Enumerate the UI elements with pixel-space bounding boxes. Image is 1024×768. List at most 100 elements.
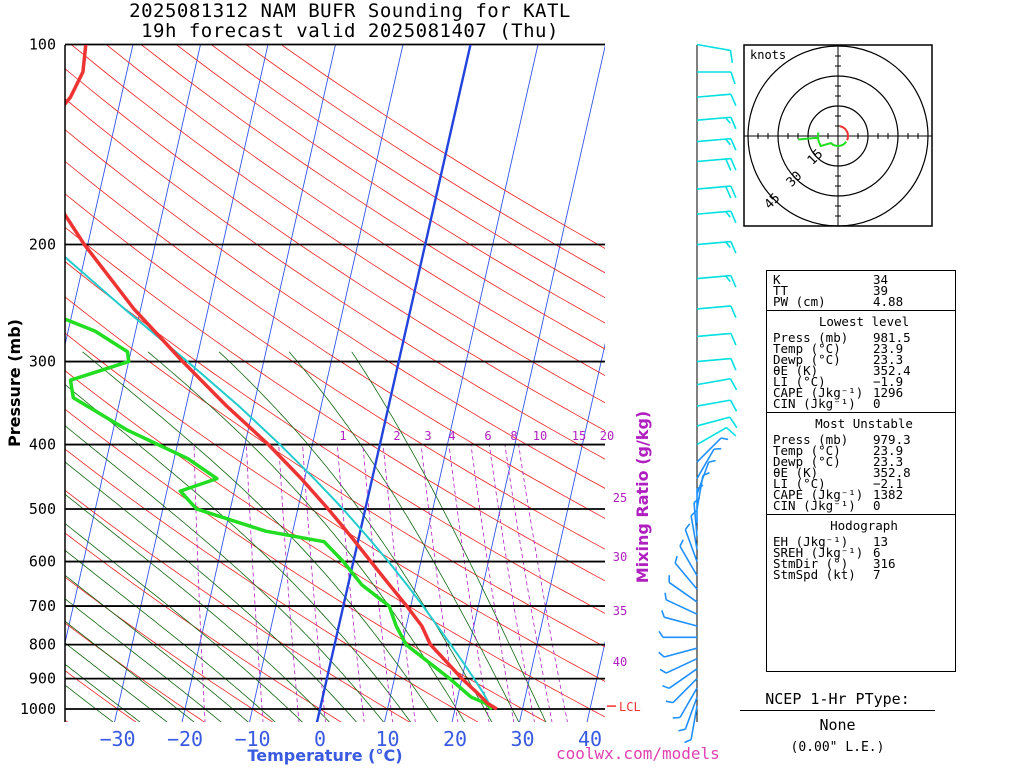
wind-barb xyxy=(696,43,734,64)
temperature-tick-label: 0 xyxy=(314,727,326,751)
barb-staff xyxy=(672,678,698,704)
stat-row: Dewp (°C) 23.3 xyxy=(773,353,955,366)
hodograph-stats-section: Hodograph EH (Jkg⁻¹) 13 SREH (Jkg⁻¹) 6 Stm… xyxy=(767,514,955,583)
dry-adiabat xyxy=(65,448,479,722)
barb-staff xyxy=(665,599,698,615)
barb-staff xyxy=(696,305,731,310)
barb-feather xyxy=(659,668,667,674)
moist-adiabat xyxy=(65,642,168,722)
mixing-ratio-line xyxy=(246,444,264,722)
barb-feather xyxy=(730,138,737,151)
barb-staff xyxy=(696,210,731,215)
stat-row: StmSpd (kt) 7 xyxy=(773,567,955,582)
stat-value: −1.9 xyxy=(873,374,904,389)
barb-staff xyxy=(679,687,698,718)
wind-barb xyxy=(696,357,737,371)
barb-staff xyxy=(690,705,698,740)
stat-value: 13 xyxy=(873,534,889,549)
dry-adiabat xyxy=(71,45,605,404)
wind-barb xyxy=(661,610,698,627)
barb-staff xyxy=(696,416,731,427)
moist-adiabat xyxy=(65,522,303,722)
lowest-level-section: Lowest level Press (mb) 981.5 Temp (°C) 23… xyxy=(767,310,955,412)
barb-staff xyxy=(696,185,731,190)
barb-feather xyxy=(730,358,737,371)
dry-adiabat xyxy=(65,332,605,682)
most-unstable-section: Most Unstable Press (mb) 979.3 Temp (°C) 2… xyxy=(767,412,955,514)
barb-staff xyxy=(693,502,698,537)
stat-row: PW (cm) 4.88 xyxy=(773,294,955,309)
mixing-ratio-tick: 1 xyxy=(339,429,346,443)
barb-staff xyxy=(663,647,698,658)
stat-row: CIN (Jkg⁻¹) 0 xyxy=(773,499,955,512)
dry-adiabat xyxy=(65,129,605,489)
dry-adiabat xyxy=(141,45,605,350)
stat-key: LI (°C) xyxy=(773,374,826,389)
barb-feather xyxy=(730,116,737,130)
barb-staff xyxy=(679,545,698,577)
wind-barb xyxy=(662,668,698,690)
isotherm xyxy=(384,45,539,722)
stat-key: CAPE (Jkg⁻¹) xyxy=(773,487,864,502)
isotherm xyxy=(0,30,1,723)
isotherm xyxy=(586,640,605,722)
dry-adiabat xyxy=(65,622,205,722)
mixing-ratio-tick: 35 xyxy=(613,604,627,618)
zero-isotherm-line xyxy=(315,45,472,722)
temperature-tick-label: −30 xyxy=(99,727,135,751)
wind-barb xyxy=(696,305,737,318)
zero-isotherm xyxy=(315,45,472,722)
moist-adiabat xyxy=(147,351,466,722)
mixing-ratio-tick: 30 xyxy=(613,550,627,564)
pressure-tick-label: 1000 xyxy=(20,700,56,718)
barb-feather xyxy=(730,185,737,198)
wind-barb xyxy=(658,647,698,658)
barb-staff xyxy=(696,137,731,143)
parcel-trace xyxy=(65,255,498,710)
stat-row: SREH (Jkg⁻¹) 6 xyxy=(773,546,955,559)
dry-adiabat xyxy=(65,670,137,722)
isotherm xyxy=(249,45,404,722)
dry-adiabat xyxy=(176,45,605,324)
barb-staff xyxy=(696,377,731,386)
barb-feather xyxy=(658,651,665,658)
stat-key: PW (cm) xyxy=(773,294,826,309)
wind-barb xyxy=(696,93,737,107)
stat-row: LI (°C) −1.9 xyxy=(773,374,955,389)
barb-feather xyxy=(725,241,731,249)
wind-barb xyxy=(696,377,738,391)
isotherm xyxy=(451,45,605,722)
wind-barb xyxy=(696,447,722,479)
mixing-ratio-tick: 4 xyxy=(448,429,455,443)
hodograph-trace-upper xyxy=(798,132,847,148)
barb-feather xyxy=(720,437,729,441)
mixing-ratio-line xyxy=(193,444,206,722)
wind-barb xyxy=(696,116,737,130)
wind-barb xyxy=(684,523,698,562)
mixing-ratio-line xyxy=(488,444,535,722)
barb-staff xyxy=(696,437,722,463)
barb-feather xyxy=(664,592,667,600)
stat-row: CAPE (Jkg⁻¹) 1382 xyxy=(773,487,955,502)
indices-section: K 34 TT 39 PW (cm) 4.88 xyxy=(767,271,955,310)
barb-feather xyxy=(730,158,737,171)
stat-value: 23.3 xyxy=(873,454,904,469)
barb-staff xyxy=(696,357,731,363)
stat-row: EH (Jkg⁻¹) 13 xyxy=(773,534,955,549)
section-title: Most Unstable xyxy=(815,416,913,431)
wind-barb xyxy=(696,426,737,446)
stat-value: 7 xyxy=(873,567,881,582)
mixing-ratio-line xyxy=(382,444,416,722)
mixing-ratio-tick: 2 xyxy=(393,429,400,443)
temperature-tick-label: −10 xyxy=(234,727,270,751)
barb-feather xyxy=(729,378,738,391)
mixing-ratio-line xyxy=(504,444,553,722)
stat-value: 39 xyxy=(873,283,889,298)
stat-value: 979.3 xyxy=(873,432,911,447)
lcl-label: LCL xyxy=(619,700,641,714)
stat-row: Dewp (°C) 23.3 xyxy=(773,454,955,469)
mixing-ratio-tick: 6 xyxy=(484,429,491,443)
pressure-tick-label: 300 xyxy=(29,353,56,371)
